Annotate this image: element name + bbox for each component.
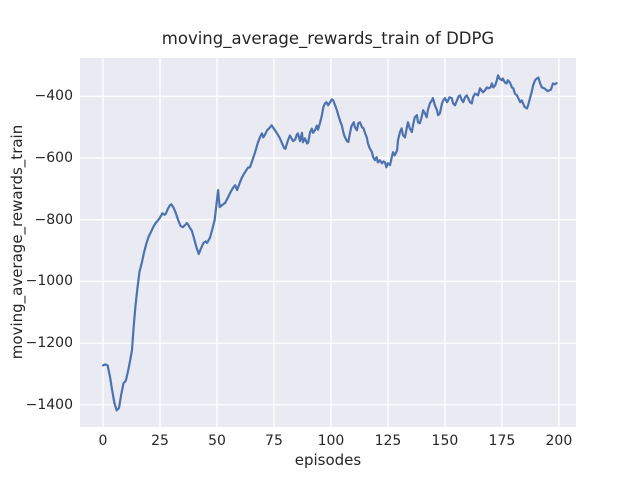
x-tick-label: 0	[98, 433, 108, 449]
x-tick-label: 150	[431, 433, 459, 449]
plot-area	[80, 58, 576, 427]
x-tick-label: 125	[374, 433, 402, 449]
line-chart-svg	[80, 58, 576, 427]
x-tick-label: 50	[208, 433, 226, 449]
x-tick-label: 100	[317, 433, 345, 449]
y-tick-label: −1200	[25, 335, 73, 352]
x-tick-label: 175	[488, 433, 516, 449]
y-tick-label: −400	[34, 88, 73, 105]
chart-title: moving_average_rewards_train of DDPG	[161, 29, 495, 48]
y-tick-label: −800	[34, 211, 73, 228]
x-tick-label: 200	[545, 433, 573, 449]
x-axis-label: episodes	[294, 451, 362, 469]
x-tick-label: 75	[265, 433, 283, 449]
y-tick-label: −600	[34, 150, 73, 167]
y-tick-label: −1000	[25, 273, 73, 290]
x-tick-label: 25	[151, 433, 169, 449]
y-tick-label: −1400	[25, 396, 73, 413]
series-line	[101, 74, 558, 412]
